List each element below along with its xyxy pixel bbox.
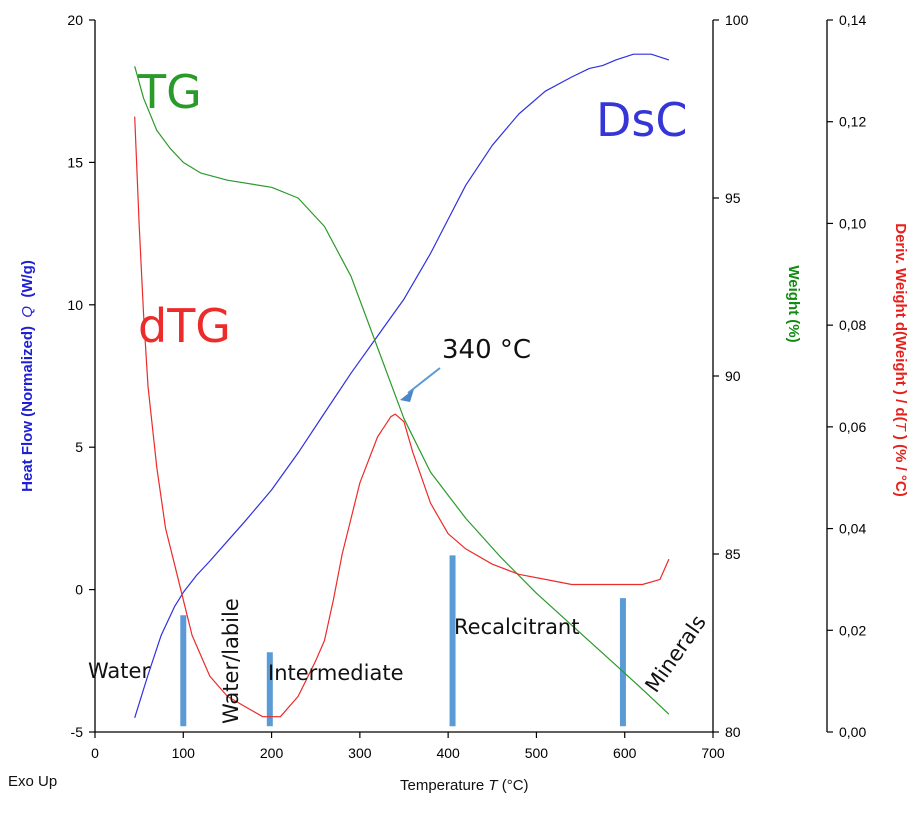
series-label-tg: TG [137, 65, 202, 119]
x-tick-label: 400 [436, 745, 460, 761]
left-tick-label: -5 [71, 724, 84, 740]
peak-annotation-label: 340 °C [442, 335, 531, 365]
ticks-layer: 0 100 200 300 400 500 600 700 -5 0 5 10 15 20 80 85 90 95… [67, 12, 866, 761]
deriv-tick-label: 0,06 [839, 419, 866, 435]
x-tick-label: 300 [348, 745, 372, 761]
x-axis-title: Temperature T (°C) [400, 777, 529, 794]
deriv-tick-label: 0,00 [839, 724, 866, 740]
region-label-water: Water [88, 659, 150, 683]
region-label-recalcitrant: Recalcitrant [454, 615, 579, 639]
series-label-dtg: dTG [138, 299, 231, 353]
series-line-dsc [134, 53, 670, 718]
weight-tick-label: 95 [725, 190, 741, 206]
weight-tick-label: 80 [725, 724, 741, 740]
deriv-tick-label: 0,12 [839, 114, 866, 130]
peak-annotation-arrow [400, 367, 441, 402]
left-tick-label: 10 [67, 297, 83, 313]
x-tick-label: 700 [701, 745, 725, 761]
region-label-intermediate: Intermediate [268, 661, 404, 685]
x-tick-label: 0 [91, 745, 99, 761]
region-label-minerals: Minerals [640, 611, 710, 697]
x-tick-label: 500 [525, 745, 549, 761]
left-tick-label: 0 [75, 582, 83, 598]
deriv-tick-label: 0,10 [839, 215, 866, 231]
deriv-tick-label: 0,14 [839, 12, 866, 28]
deriv-tick-label: 0,04 [839, 521, 866, 537]
left-axis-title: Heat Flow (Normalized) Q (W/g) [19, 260, 36, 492]
right-deriv-axis-title: Deriv. Weight d(Weight ) / d(T ) (% / °C… [892, 223, 909, 497]
left-tick-label: 15 [67, 154, 83, 170]
weight-tick-label: 100 [725, 12, 749, 28]
series-layer [134, 53, 670, 718]
series-label-dsc: DsC [596, 93, 688, 147]
weight-tick-label: 90 [725, 368, 741, 384]
right-weight-axis-title: Weight (%) [785, 265, 802, 342]
deriv-tick-label: 0,08 [839, 317, 866, 333]
left-tick-label: 20 [67, 12, 83, 28]
region-label-water-labile: Water/labile [219, 598, 243, 724]
exo-up-note: Exo Up [8, 773, 57, 790]
left-tick-label: 5 [75, 439, 83, 455]
series-line-tg [134, 66, 670, 715]
x-tick-label: 100 [172, 745, 196, 761]
x-tick-label: 200 [260, 745, 284, 761]
weight-tick-label: 85 [725, 546, 741, 562]
series-line-dtg [134, 116, 670, 718]
marker-bars [180, 555, 626, 727]
deriv-tick-label: 0,02 [839, 622, 866, 638]
x-tick-label: 600 [613, 745, 637, 761]
